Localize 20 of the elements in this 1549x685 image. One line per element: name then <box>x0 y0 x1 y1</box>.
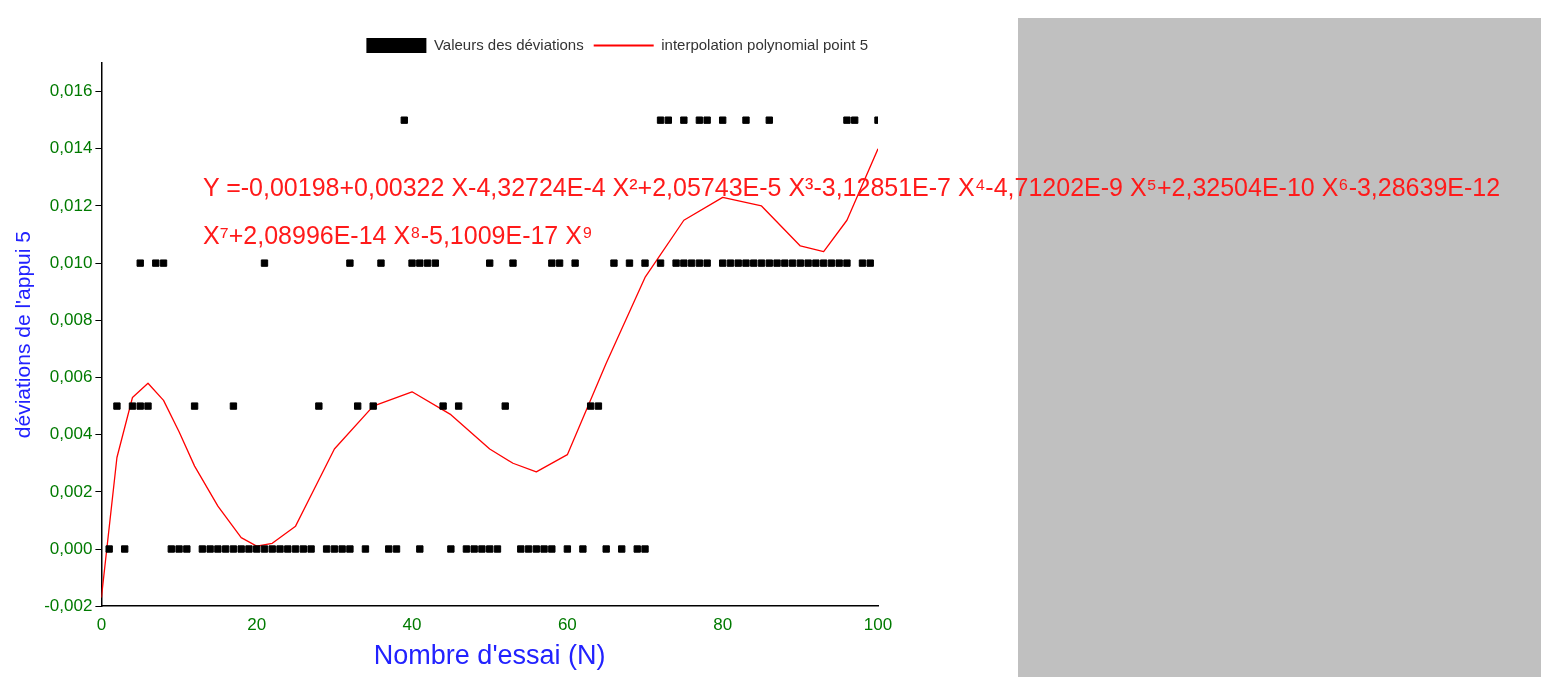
y-tick-label: -0,002 <box>44 595 93 615</box>
x-tick-label: 20 <box>247 615 267 635</box>
x-tick-label: 0 <box>96 615 107 635</box>
y-axis-title: déviations de l'appui 5 <box>11 231 35 439</box>
y-tick-label: 0,006 <box>49 367 93 387</box>
x-tick-label: 80 <box>713 615 733 635</box>
y-tick-label: 0,010 <box>49 252 93 272</box>
x-tick-label: 60 <box>557 615 577 635</box>
y-tick-label: 0,000 <box>49 538 93 558</box>
legend-label: interpolation polynomial point 5 <box>661 35 869 53</box>
y-tick-label: 0,014 <box>49 138 93 158</box>
y-tick-label: 0,002 <box>49 481 93 501</box>
y-tick-label: 0,004 <box>49 424 93 444</box>
x-axis-title: Nombre d'essai (N) <box>373 640 606 671</box>
y-tick-label: 0,016 <box>49 81 93 101</box>
x-tick-label: 100 <box>863 615 893 635</box>
x-tick-label: 40 <box>402 615 422 635</box>
legend-label: Valeurs des déviations <box>433 35 584 53</box>
y-tick-label: 0,008 <box>49 309 93 329</box>
y-tick-label: 0,012 <box>49 195 93 215</box>
